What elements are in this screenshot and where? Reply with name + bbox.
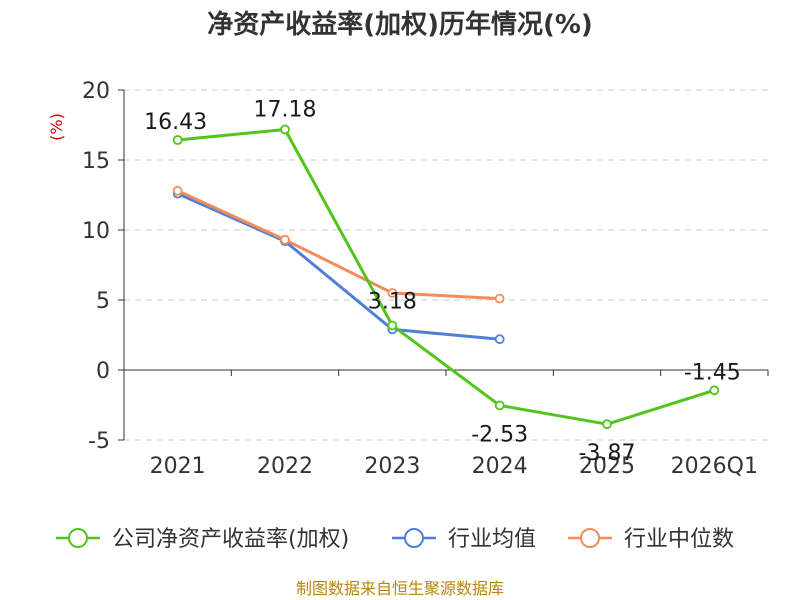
data-labels: 16.43 17.18 3.18 -2.53 -3.87 -1.45 <box>144 97 741 466</box>
x-tick-label: 2026Q1 <box>671 454 758 479</box>
data-point <box>387 288 398 298</box>
gridlines <box>124 89 768 441</box>
y-tick-label: 15 <box>82 149 110 174</box>
legend-marker <box>68 528 88 548</box>
data-point <box>494 334 505 345</box>
y-tick-label: 10 <box>82 219 110 244</box>
legend: 公司净资产收益率(加权) 行业均值 行业中位数 <box>56 527 734 552</box>
data-point <box>387 320 398 331</box>
legend-item-2: 行业中位数 <box>568 527 734 552</box>
data-point <box>602 419 612 430</box>
data-label: -1.45 <box>684 360 741 385</box>
data-label: 16.43 <box>144 110 207 135</box>
y-axis-label: (%) <box>47 113 66 141</box>
x-tick-label: 2022 <box>257 454 313 479</box>
data-point <box>280 234 290 245</box>
legend-label: 行业中位数 <box>624 527 734 552</box>
series-line <box>177 127 715 426</box>
data-label: 3.18 <box>368 289 417 314</box>
data-point <box>494 293 505 304</box>
data-label: -2.53 <box>471 422 528 447</box>
source-note: 制图数据来自恒生聚源数据库 <box>296 579 504 598</box>
chart-title: 净资产收益率(加权)历年情况(%) <box>207 9 593 40</box>
data-point <box>709 385 720 396</box>
series-layer <box>172 124 720 430</box>
axes: 20 15 10 5 0 -5 2021 2022 2023 2024 2025 2026Q1 <box>82 79 769 479</box>
series-0 <box>172 124 720 430</box>
legend-label: 公司净资产收益率(加权) <box>112 527 349 552</box>
x-tick-label: 2023 <box>364 454 420 479</box>
series-line <box>177 192 500 341</box>
series-line <box>177 189 500 301</box>
legend-marker <box>580 528 600 548</box>
legend-item-1: 行业均值 <box>392 527 536 552</box>
data-label: -3.87 <box>579 441 636 466</box>
data-point <box>172 135 183 145</box>
data-label: 17.18 <box>254 97 317 122</box>
data-point <box>280 124 290 135</box>
x-tick-label: 2025 <box>579 454 635 479</box>
x-tick-label: 2024 <box>472 454 528 479</box>
x-tick-label: 2021 <box>150 454 206 479</box>
y-tick-label: -5 <box>88 429 110 454</box>
legend-item-0: 公司净资产收益率(加权) <box>56 527 349 552</box>
legend-label: 行业均值 <box>448 527 536 552</box>
legend-marker <box>404 528 424 548</box>
y-tick-label: 20 <box>82 79 110 104</box>
data-point <box>494 400 505 411</box>
y-tick-label: 0 <box>96 359 110 384</box>
y-tick-label: 5 <box>96 289 110 314</box>
series-2 <box>172 185 505 304</box>
data-point <box>172 185 183 196</box>
